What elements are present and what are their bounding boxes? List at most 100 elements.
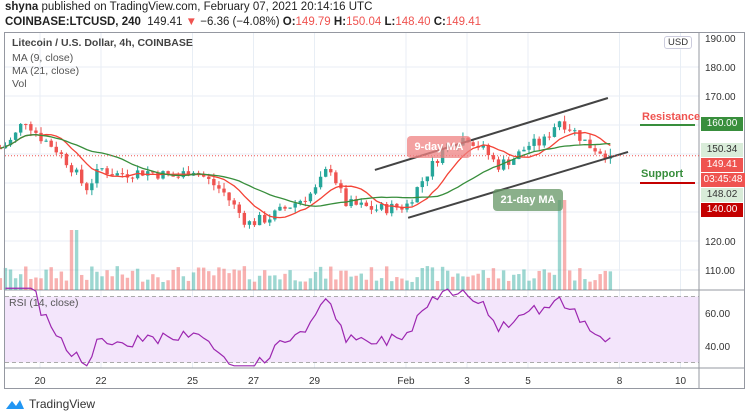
- high: 150.04: [346, 16, 382, 28]
- volume-bar: [196, 267, 201, 290]
- ma9-callout: 9-day MA: [407, 136, 471, 158]
- candle: [166, 171, 170, 175]
- candle: [69, 165, 74, 173]
- volume-bar: [537, 270, 541, 290]
- volume-bar: [323, 278, 328, 290]
- volume-bar: [135, 268, 140, 290]
- candle: [64, 153, 69, 166]
- candle: [257, 214, 262, 226]
- candle: [547, 136, 552, 138]
- candle: [501, 159, 506, 170]
- legend-title: Litecoin / U.S. Dollar, 4h, COINBASE: [12, 37, 193, 49]
- volume-bar: [161, 281, 165, 290]
- volume-bar: [222, 268, 226, 290]
- time-tick: Feb: [397, 376, 415, 387]
- volume-bar: [547, 272, 552, 290]
- volume-bar: [583, 279, 587, 290]
- candle: [405, 203, 409, 210]
- volume-bar: [349, 276, 353, 290]
- change: −6.36 (−4.08%): [200, 16, 280, 28]
- candle: [237, 204, 241, 213]
- volume-bar: [593, 280, 597, 290]
- tradingview-logo[interactable]: TradingView: [5, 397, 95, 411]
- volume-bar: [430, 267, 435, 290]
- price-chart[interactable]: 190.00 180.00 170.00 120.00 110.00 60.00 40.00…: [0, 0, 750, 395]
- volume-bar: [105, 270, 109, 290]
- volume-bar: [496, 278, 501, 290]
- candle: [562, 121, 567, 130]
- currency-button[interactable]: USD: [664, 36, 693, 49]
- volume-bar: [79, 274, 84, 290]
- legend-ma21[interactable]: MA (21, close): [12, 65, 80, 77]
- volume-bar: [140, 281, 145, 290]
- resistance-label: Resistance: [642, 111, 701, 123]
- candle: [588, 139, 592, 149]
- legend-rsi[interactable]: RSI (14, close): [9, 297, 79, 309]
- volume-bar: [339, 270, 343, 290]
- candle: [542, 136, 546, 146]
- last-price: 149.41: [147, 16, 183, 28]
- volume-bar: [247, 279, 252, 290]
- ma9-line: [0, 131, 611, 219]
- candle: [176, 176, 180, 178]
- volume-bar: [8, 269, 13, 290]
- candle: [395, 203, 399, 208]
- candle: [207, 176, 211, 179]
- volume-bar: [501, 270, 506, 290]
- volume-bar: [110, 276, 114, 290]
- candle: [578, 130, 582, 141]
- candle: [374, 209, 379, 211]
- candle: [44, 140, 48, 142]
- rsi-line: [5, 287, 611, 367]
- volume-bar: [186, 280, 191, 290]
- volume-bar: [303, 281, 308, 290]
- candle: [410, 202, 414, 204]
- volume-bar: [54, 278, 58, 290]
- volume-bar: [491, 268, 496, 290]
- candle: [39, 132, 43, 142]
- volume-bar: [476, 273, 480, 290]
- volume-bar: [532, 278, 536, 290]
- author[interactable]: shyna: [5, 1, 39, 13]
- resistance-price-badge: 160.00: [701, 117, 743, 131]
- candle: [506, 159, 511, 165]
- candle: [262, 214, 267, 223]
- volume-bar: [166, 280, 170, 290]
- volume-bar: [379, 278, 384, 290]
- volume-bar: [522, 269, 526, 290]
- volume-bar: [237, 270, 241, 290]
- candle: [74, 169, 79, 173]
- candle: [212, 178, 216, 186]
- volume-bar: [262, 270, 267, 290]
- volume-bar: [146, 279, 150, 290]
- volume-bar: [562, 200, 567, 290]
- volume-bar: [59, 271, 64, 290]
- candle: [354, 199, 358, 205]
- legend-ma9[interactable]: MA (9, close): [12, 52, 74, 64]
- candle: [29, 124, 33, 131]
- volume-bar: [49, 267, 53, 290]
- volume-bar: [39, 278, 43, 290]
- price-tick: 180.00: [705, 63, 736, 74]
- candle: [400, 207, 404, 210]
- time-tick: 10: [675, 376, 687, 387]
- volume-bar: [191, 272, 196, 290]
- ma21-price-badge: 150.34: [701, 143, 743, 157]
- rsi-tick: 60.00: [705, 309, 730, 320]
- candle: [13, 132, 18, 140]
- candle: [481, 144, 485, 148]
- candle: [415, 187, 419, 203]
- volume-bar: [517, 274, 521, 290]
- legend-vol[interactable]: Vol: [12, 78, 27, 90]
- symbol: COINBASE:LTCUSD, 240: [5, 16, 141, 28]
- candle: [522, 149, 526, 152]
- rsi-band: [5, 296, 699, 363]
- volume-bar: [18, 274, 23, 290]
- candle: [471, 142, 475, 146]
- volume-bar: [390, 281, 394, 290]
- volume-bar: [0, 278, 3, 290]
- volume-bar: [181, 276, 186, 290]
- candle: [232, 200, 236, 205]
- volume-bar: [461, 276, 465, 290]
- candle: [222, 188, 226, 193]
